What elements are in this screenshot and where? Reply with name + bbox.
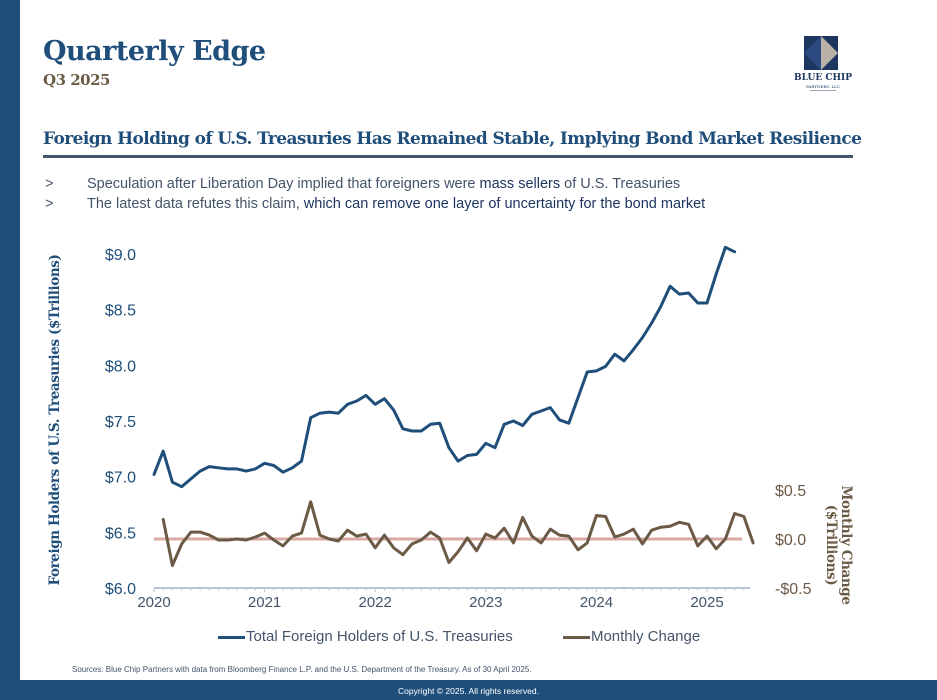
bullet-arrow-icon: > [45,176,54,192]
y2-title-line1: Monthly Change [838,485,854,605]
y-tick-label-left: $8.0 [105,358,136,375]
y-tick-label-left: $7.5 [105,414,136,431]
company-logo: BLUE CHIP PARTNERS, LLC [788,36,858,91]
x-tick-label: 2022 [359,594,392,611]
legend-label-total: Total Foreign Holders of U.S. Treasuries [246,628,513,645]
bullet-text: The latest data refutes this claim, [87,196,304,212]
x-tick-label: 2024 [580,594,613,611]
chart-legend: Total Foreign Holders of U.S. Treasuries… [218,628,746,645]
bullet-item: > Speculation after Liberation Day implie… [45,174,705,194]
x-tick-label: 2025 [690,594,723,611]
legend-item-total: Total Foreign Holders of U.S. Treasuries [218,628,513,645]
sources-note: Sources: Blue Chip Partners with data fr… [72,665,532,674]
report-title: Quarterly Edge [43,36,266,67]
x-tick-label: 2020 [137,594,170,611]
logo-subname: PARTNERS, LLC [806,84,840,89]
headline-divider [43,155,853,158]
y-axis-title-left: Foreign Holders of U.S. Treasuries ($Tri… [47,254,63,586]
y-tick-label-right: -$0.5 [775,581,812,598]
report-subtitle: Q3 2025 [43,71,110,89]
bullet-item: > The latest data refutes this claim, whi… [45,194,705,214]
y-tick-label-left: $7.0 [105,470,136,487]
series-line-total-holdings [152,245,737,489]
legend-label-monthly: Monthly Change [590,628,701,645]
legend-item-monthly: Monthly Change [562,628,701,645]
legend-swatch-monthly [562,635,590,639]
bullet-text: Speculation after Liberation Day implied… [87,176,480,192]
series-line-monthly-change [161,500,755,567]
bullet-list: > Speculation after Liberation Day implie… [45,174,705,214]
y-tick-label-left: $9.0 [105,247,136,264]
y-tick-label-right: $0.5 [775,483,806,500]
bullet-highlight: which can remove one layer of uncertaint… [303,196,706,212]
x-tick-label: 2021 [248,594,281,611]
logo-diamond-icon [804,36,838,70]
copyright-text: Copyright © 2025. All rights reserved. [398,686,539,696]
y-axis-title-right: Monthly Change ($Trillions) [823,485,854,605]
x-tick-label: 2023 [469,594,502,611]
slide-headline: Foreign Holding of U.S. Treasuries Has R… [43,129,862,149]
bullet-text-end: of U.S. Treasuries [560,176,681,192]
logo-rule [810,90,836,91]
y-tick-label-left: $6.0 [105,581,136,598]
y-tick-label-right: $0.0 [775,532,806,549]
y-tick-label-left: $8.5 [105,303,136,320]
bullet-arrow-icon: > [45,196,54,212]
logo-name: BLUE CHIP [794,73,852,83]
bullet-highlight: mass sellers [479,176,561,192]
y-tick-label-left: $6.5 [105,525,136,542]
legend-swatch-total [218,635,245,639]
y2-title-line2: ($Trillions) [823,504,839,586]
